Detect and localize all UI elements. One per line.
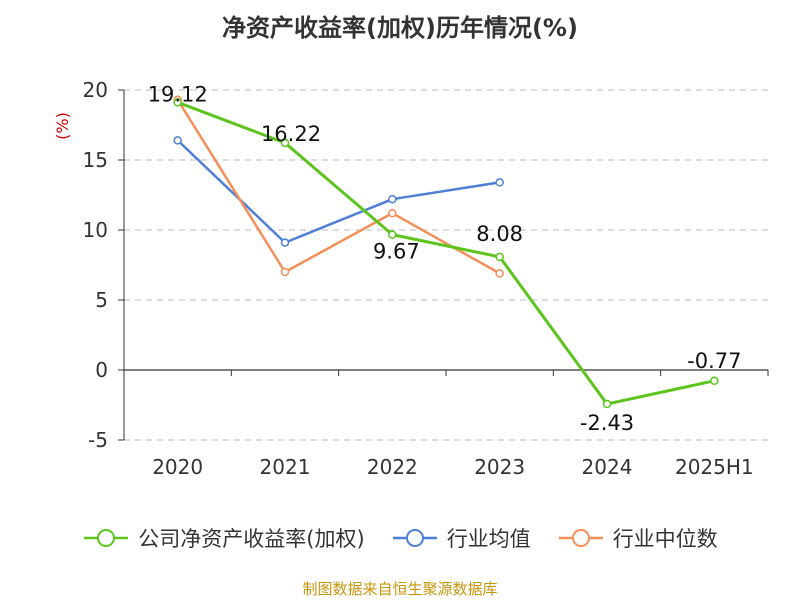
- y-tick-label: 20: [83, 78, 108, 102]
- data-point: [280, 267, 290, 277]
- legend-label: 公司净资产收益率(加权): [138, 527, 365, 551]
- data-point: [495, 269, 504, 278]
- x-tick-label: 2025H1: [675, 455, 754, 479]
- data-point: [280, 238, 290, 247]
- data-point: [495, 252, 504, 262]
- legend-circle: [405, 529, 424, 547]
- x-tick-label: 2022: [367, 455, 418, 479]
- legend-marker-icon: [84, 529, 129, 547]
- data-point: [602, 399, 612, 409]
- legend-circle: [571, 529, 590, 547]
- x-tick-label: 2024: [582, 455, 633, 479]
- legend-marker-icon: [392, 529, 437, 547]
- legend-item[interactable]: 公司净资产收益率(加权): [82, 523, 365, 553]
- y-tick-label: 0: [95, 358, 108, 382]
- data-point: [280, 138, 290, 148]
- y-tick-label: -5: [88, 428, 108, 452]
- y-tick-label: 5: [95, 288, 108, 312]
- data-label: 9.67: [373, 240, 420, 264]
- data-point: [710, 376, 719, 386]
- data-point: [173, 136, 182, 145]
- data-point: [388, 194, 397, 204]
- x-tick-label: 2020: [152, 455, 203, 479]
- series-line: [177, 100, 715, 406]
- data-point: [388, 230, 397, 239]
- data-label: 8.08: [476, 222, 523, 246]
- series-lines: [173, 95, 719, 409]
- source-note: 制图数据来自恒生聚源数据库: [302, 580, 498, 598]
- data-point: [495, 178, 504, 187]
- data-point: [388, 208, 397, 218]
- legend-marker-icon: [558, 529, 603, 547]
- x-tick-label: 2021: [260, 455, 311, 479]
- legend-item[interactable]: 行业中位数: [557, 523, 718, 553]
- data-label: -0.77: [687, 349, 741, 373]
- y-tick-label: 10: [83, 218, 108, 242]
- legend: 公司净资产收益率(加权) 行业均值 行业中位数: [0, 520, 800, 556]
- series-line: [176, 99, 501, 275]
- legend-item[interactable]: 行业均值: [391, 523, 531, 553]
- legend-circle: [97, 529, 116, 547]
- chart-title: 净资产收益率(加权)历年情况(%): [222, 14, 578, 42]
- data-point: [173, 98, 182, 107]
- x-tick-label: 2023: [474, 455, 525, 479]
- legend-label: 行业中位数: [612, 527, 718, 551]
- y-tick-label: 15: [83, 148, 108, 172]
- data-labels: 19.12 16.22 9.67 8.08 -2.43 -0.77: [148, 82, 742, 435]
- y-axis-label: (%): [53, 112, 72, 140]
- grid-lines: [124, 89, 768, 441]
- data-label: 19.12: [148, 82, 208, 106]
- data-label: 16.22: [261, 122, 321, 146]
- series-line: [176, 139, 500, 244]
- data-label: -2.43: [580, 411, 634, 435]
- legend-label: 行业均值: [446, 527, 531, 551]
